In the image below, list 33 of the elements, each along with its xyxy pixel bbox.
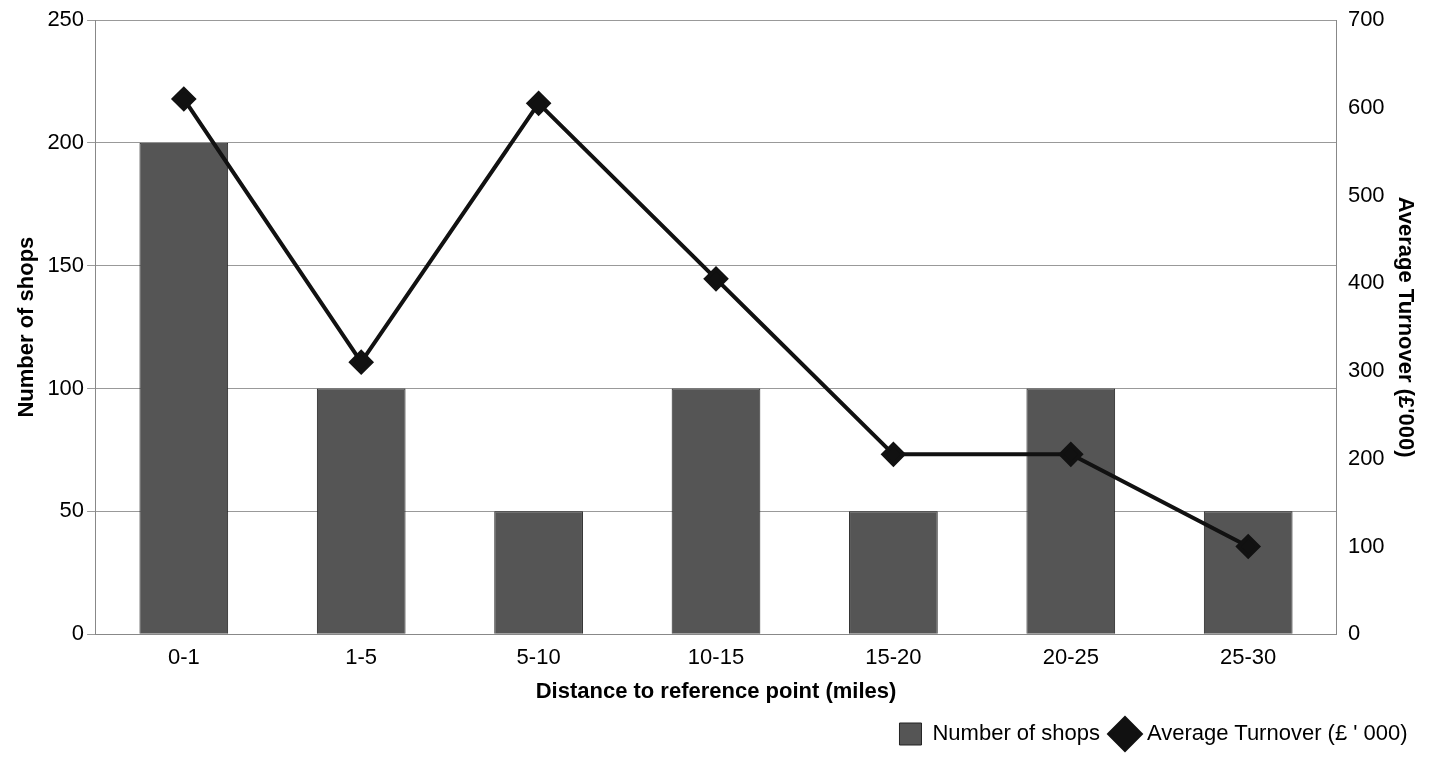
point [171, 86, 196, 111]
x-tick-label: 20-25 [1042, 644, 1099, 670]
x-axis-title: Distance to reference point (miles) [535, 677, 897, 703]
point [1236, 534, 1261, 559]
y2-axis-title: Average Turnover (£'000) [1393, 196, 1419, 458]
point [704, 266, 728, 291]
y-tick-label: 50 [59, 497, 85, 523]
x-tick-label: 5-10 [516, 644, 561, 670]
y2-tick-label: 400 [1347, 269, 1385, 295]
y2-tick-label: 500 [1347, 181, 1385, 207]
x-tick-label: 15-20 [865, 644, 922, 670]
y2-tick-label: 100 [1347, 532, 1385, 558]
x-tick-label: 0-1 [167, 644, 200, 670]
y-axis-title: Number of shops [13, 236, 39, 418]
point [881, 442, 906, 467]
y2-tick-label: 600 [1347, 93, 1385, 119]
y2-tick-label: 300 [1347, 357, 1385, 383]
y2-tick-label: 700 [1347, 6, 1385, 32]
x-tick-label: 25-30 [1220, 644, 1277, 670]
point [349, 350, 374, 375]
point [1058, 442, 1083, 467]
y-tick-label: 200 [47, 128, 85, 154]
y-tick-label: 100 [47, 374, 85, 400]
x-tick-label: 10-15 [687, 644, 745, 670]
x-tick-label: 1-5 [345, 644, 378, 670]
y-tick-label: 250 [47, 6, 85, 32]
legend-label: Number of shops [932, 720, 1100, 746]
point [526, 91, 551, 116]
y2-tick-label: 0 [1347, 620, 1361, 646]
y-tick-label: 0 [71, 620, 85, 646]
legend-label: Average Turnover (£ ' 000) [1147, 720, 1408, 746]
y2-tick-label: 200 [1347, 444, 1385, 470]
y-tick-label: 150 [47, 251, 85, 277]
